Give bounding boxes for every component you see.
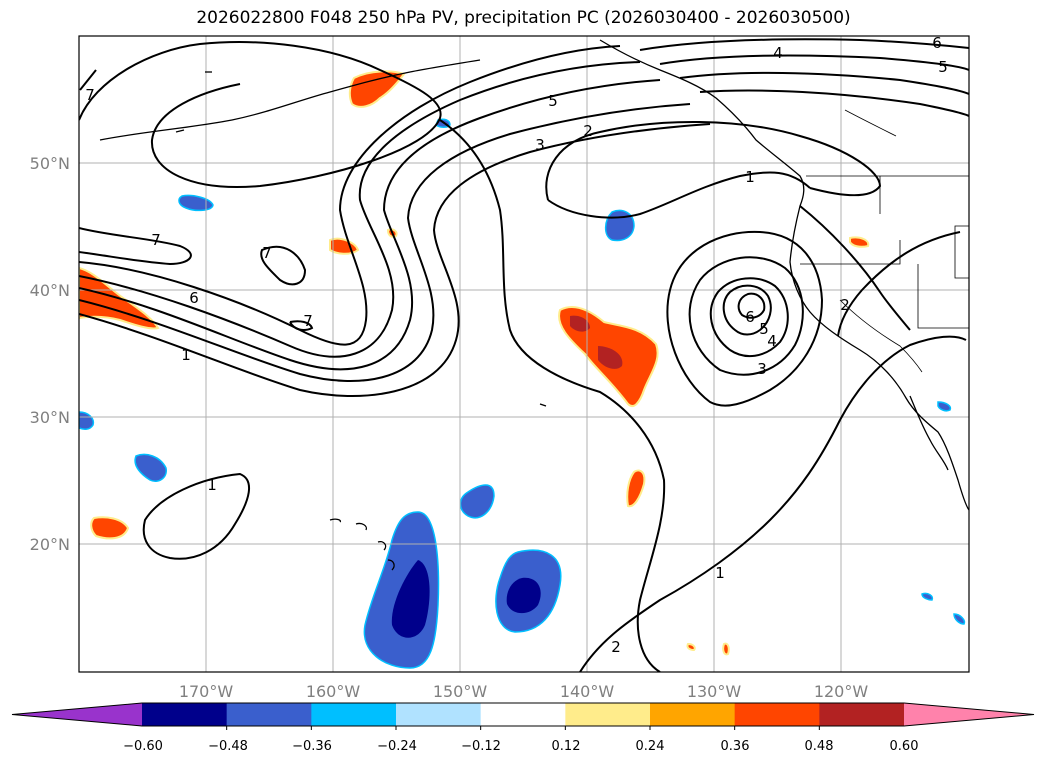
lat-label: 40°N [30, 281, 70, 300]
colorbar-segment [396, 703, 482, 726]
colorbar-tick: 0.36 [721, 739, 750, 754]
lon-label: 120°W [814, 682, 869, 701]
colorbar-tick: −0.12 [461, 739, 501, 754]
coastlines [99, 39, 969, 571]
colorbar-tick: −0.24 [377, 739, 417, 754]
colorbar-tick: 0.24 [636, 739, 665, 754]
contour-label: 7 [303, 312, 313, 330]
precip-negative-shading [79, 118, 966, 669]
plot-frame [78, 35, 970, 673]
colorbar [11, 702, 1035, 730]
lon-label: 140°W [560, 682, 615, 701]
colorbar-segment [226, 703, 312, 726]
colorbar-extend-max [904, 703, 1034, 726]
contour-label: 6 [932, 34, 942, 52]
colorbar-tick: 0.48 [805, 739, 834, 754]
contour-label: 1 [745, 168, 755, 186]
lon-label: 160°W [306, 682, 361, 701]
political-borders [800, 109, 969, 373]
lat-label: 20°N [30, 535, 70, 554]
colorbar-segment [311, 703, 397, 726]
colorbar-tick: 0.12 [552, 739, 581, 754]
contour-labels: 7 7 6 1 5 3 2 4 5 6 1 6 5 4 3 2 1 1 2 7 … [85, 34, 948, 656]
colorbar-segment [819, 703, 905, 726]
lat-label: 30°N [30, 408, 70, 427]
contour-label: 5 [938, 58, 948, 76]
contour-label: 6 [745, 308, 755, 326]
colorbar-outline [11, 702, 1035, 727]
contour-label: 1 [181, 346, 191, 364]
colorbar-tick: −0.48 [208, 739, 248, 754]
lat-label: 50°N [30, 154, 70, 173]
colorbar-segment [142, 703, 228, 726]
contour-label: 1 [207, 476, 217, 494]
map-title: 2026022800 F048 250 hPa PV, precipitatio… [196, 8, 851, 28]
longitude-labels: 170°W 160°W 150°W 140°W 130°W 120°W [179, 682, 869, 701]
lon-label: 170°W [179, 682, 234, 701]
colorbar-segment [480, 703, 566, 726]
contour-label: 4 [767, 332, 777, 350]
colorbar-ticks: −0.60 −0.48 −0.36 −0.24 −0.12 0.12 0.24 … [123, 739, 918, 754]
contour-label: 2 [611, 638, 621, 656]
latitude-labels: 50°N 40°N 30°N 20°N [30, 154, 70, 554]
contour-label: 3 [757, 360, 767, 378]
contour-label: 2 [583, 122, 593, 140]
pv-contours [79, 38, 969, 672]
contour-label: 7 [151, 231, 161, 249]
colorbar-segment [565, 703, 651, 726]
contour-label: 1 [715, 564, 725, 582]
colorbar-extend-min [12, 703, 142, 726]
colorbar-segment [734, 703, 820, 726]
colorbar-segment [650, 703, 736, 726]
contour-label: 7 [85, 86, 95, 104]
lon-label: 130°W [687, 682, 742, 701]
lon-label: 150°W [433, 682, 488, 701]
contour-label: 2 [840, 296, 850, 314]
contour-label: 6 [189, 289, 199, 307]
contour-label: 7 [262, 244, 272, 262]
contour-label: 5 [548, 92, 558, 110]
colorbar-tick: 0.60 [890, 739, 919, 754]
contour-label: 4 [773, 44, 783, 62]
colorbar-tick: −0.60 [123, 739, 163, 754]
colorbar-tick: −0.36 [292, 739, 332, 754]
contour-label: 5 [759, 320, 769, 338]
contour-label: 3 [535, 136, 545, 154]
